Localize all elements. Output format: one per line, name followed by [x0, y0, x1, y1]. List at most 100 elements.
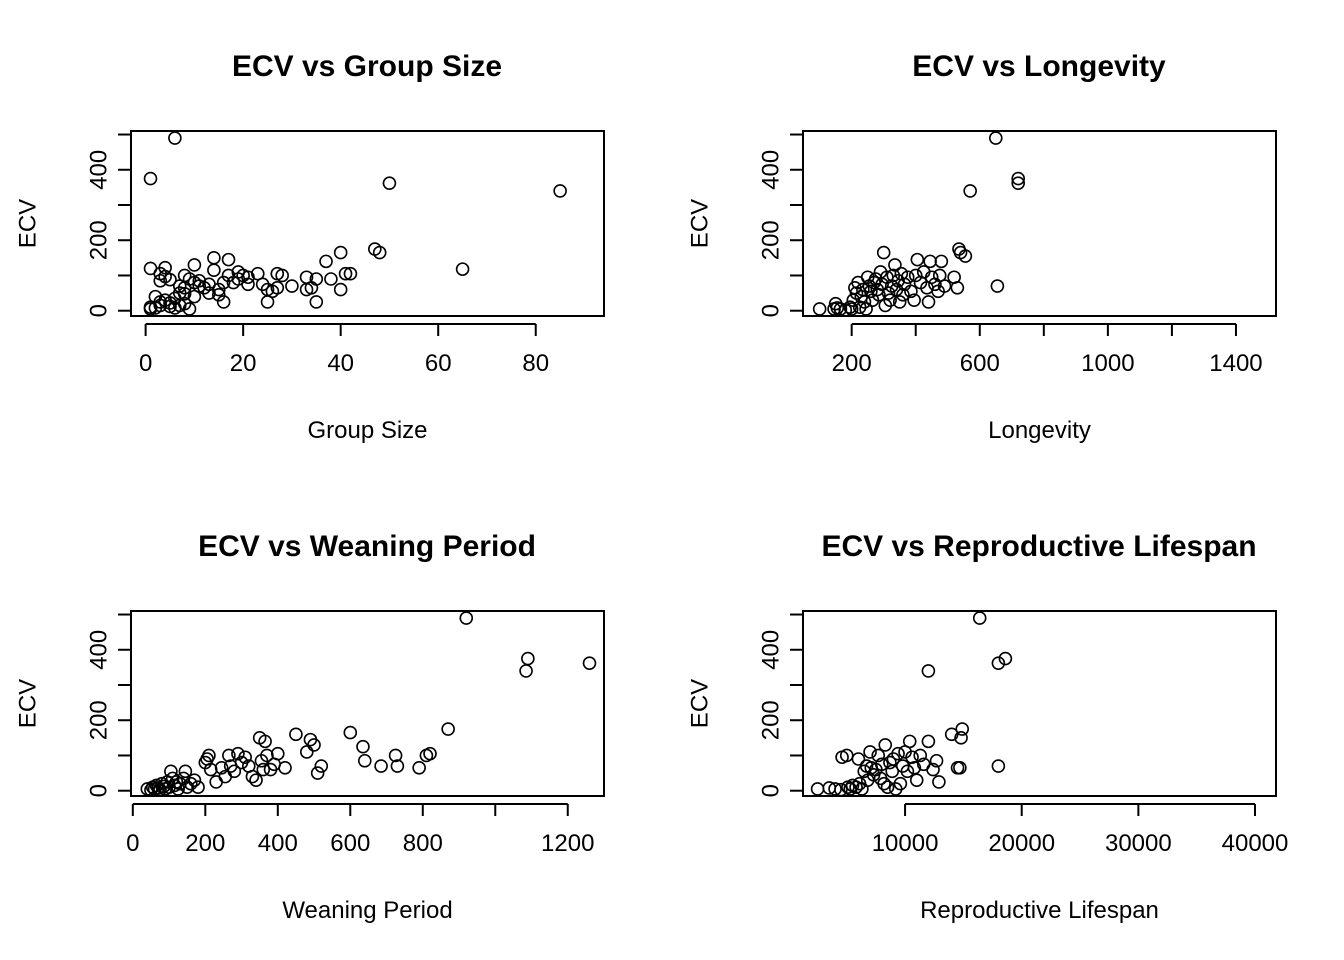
data-point [209, 775, 223, 789]
data-point [955, 722, 970, 736]
data-point [851, 752, 866, 766]
chart-panel-2: ECV vs Longevity 200 600 1000 1400 Longevity 0… [687, 50, 1277, 444]
data-point [1011, 176, 1026, 190]
data-point [441, 722, 455, 736]
data-point [857, 295, 872, 309]
data-point [307, 738, 321, 752]
data-point [202, 748, 216, 763]
data-point [904, 284, 918, 299]
data-point [202, 286, 216, 300]
data-point [834, 782, 848, 797]
x-tick-label: 0 [139, 350, 152, 377]
x-axis-label: Longevity [988, 417, 1091, 444]
data-point [309, 272, 324, 286]
data-point [221, 268, 236, 283]
data-point [991, 656, 1006, 670]
data-point [953, 761, 967, 775]
data-point [905, 750, 919, 765]
data-point [182, 302, 197, 316]
data-point [883, 755, 897, 770]
data-point [924, 270, 939, 285]
data-point [521, 651, 535, 666]
x-tick-label: 30000 [1105, 830, 1172, 857]
data-point [888, 258, 902, 272]
data-point [211, 288, 226, 302]
data-point [231, 746, 245, 761]
x-axis-label: Weaning Period [282, 897, 452, 924]
data-point [423, 746, 437, 761]
x-tick-label: 1400 [1209, 350, 1262, 377]
data-points [140, 611, 597, 797]
data-point [859, 302, 873, 316]
data-point [988, 131, 1003, 145]
data-points [143, 131, 567, 316]
chart-panel-4: ECV vs Reproductive Lifespan 10000 20000 30… [687, 530, 1289, 924]
data-point [991, 759, 1006, 773]
chart-panel-1: ECV vs Group Size 0 20 40 60 80 Group Size 0 200… [15, 50, 605, 444]
x-axis-label: Group Size [307, 417, 427, 444]
data-point [553, 184, 567, 198]
y-axis-label: ECV [15, 199, 42, 248]
x-tick-label: 1000 [1081, 350, 1134, 377]
data-point [278, 761, 292, 775]
y-tick-label: 400 [86, 150, 113, 190]
data-point [923, 254, 937, 269]
data-point [459, 611, 474, 625]
data-point [913, 748, 928, 763]
y-tick-label: 400 [86, 630, 113, 670]
data-point [382, 176, 397, 190]
chart-panel-3: ECV vs Weaning Period 0 200 400 600 800 1200 We… [15, 530, 605, 924]
data-point [932, 775, 946, 789]
data-point [324, 272, 338, 286]
data-point [1011, 171, 1026, 186]
data-point [333, 282, 348, 297]
x-tick-label: 60 [425, 350, 452, 377]
x-tick-label: 1200 [541, 830, 594, 857]
data-point [875, 277, 889, 292]
data-point [164, 764, 178, 779]
x-tick-label: 20 [230, 350, 257, 377]
x-tick-label: 80 [522, 350, 549, 377]
data-point [222, 748, 236, 763]
data-point [203, 762, 218, 777]
data-point [214, 761, 229, 775]
data-point [908, 268, 923, 283]
data-point [998, 651, 1013, 666]
data-point [216, 295, 231, 309]
x-tick-label: 40 [327, 350, 354, 377]
x-tick-label: 20000 [988, 830, 1055, 857]
y-tick-label: 200 [86, 700, 113, 740]
y-tick-label: 200 [758, 220, 785, 260]
data-point [168, 131, 182, 145]
data-point [372, 245, 387, 260]
data-point [163, 296, 177, 310]
data-point [275, 268, 289, 283]
data-point [909, 773, 924, 787]
data-point [950, 281, 965, 295]
data-point [864, 284, 878, 299]
data-point [191, 780, 205, 794]
data-point [338, 266, 353, 281]
data-point [921, 734, 936, 749]
data-point [900, 270, 915, 285]
data-point [881, 286, 896, 300]
data-point [907, 293, 921, 307]
data-point [910, 252, 925, 267]
x-axis-label: Reproductive Lifespan [920, 897, 1159, 924]
data-point [863, 745, 877, 759]
x-tick-label: 800 [403, 830, 443, 857]
data-point [180, 780, 194, 794]
data-point [163, 272, 177, 287]
y-axis-label: ECV [15, 679, 42, 728]
data-points [812, 131, 1026, 317]
data-point [211, 282, 226, 297]
data-point [221, 252, 236, 267]
data-point [241, 277, 255, 292]
data-point [990, 279, 1005, 293]
data-point [874, 757, 889, 772]
data-point [828, 782, 842, 796]
data-point [314, 759, 329, 773]
data-point [356, 739, 370, 754]
x-tick-label: 0 [126, 830, 139, 857]
